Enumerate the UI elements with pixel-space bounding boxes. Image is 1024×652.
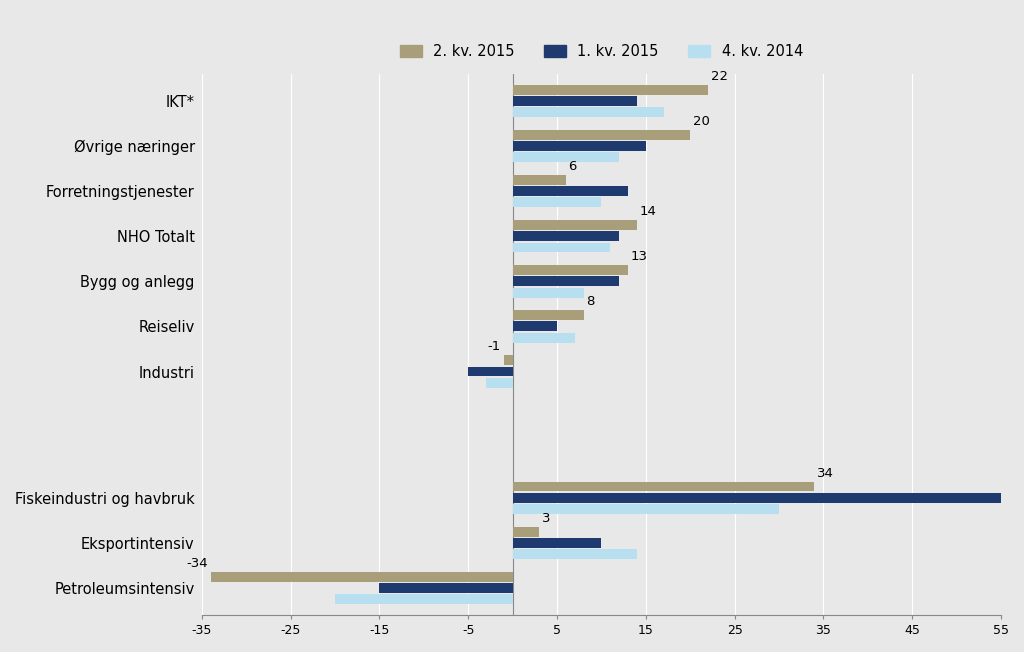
Bar (513, 220, 637, 230)
Bar (468, 366, 513, 376)
Bar (513, 265, 628, 275)
Bar (513, 493, 1001, 503)
Text: 8: 8 (587, 295, 595, 308)
Bar (513, 333, 574, 343)
Bar (513, 527, 540, 537)
Bar (513, 85, 708, 95)
Bar (379, 583, 513, 593)
Bar (513, 538, 601, 548)
Bar (513, 198, 601, 207)
Bar (211, 572, 513, 582)
Text: 34: 34 (817, 467, 834, 480)
Bar (513, 108, 664, 117)
Bar (486, 378, 513, 388)
Bar (513, 321, 557, 331)
Text: 3: 3 (542, 512, 550, 525)
Bar (504, 355, 513, 365)
Bar (513, 130, 690, 140)
Text: -1: -1 (487, 340, 501, 353)
Bar (513, 186, 628, 196)
Bar (513, 549, 637, 559)
Bar (513, 310, 584, 320)
Bar (335, 594, 513, 604)
Bar (513, 141, 646, 151)
Bar (513, 504, 779, 514)
Legend: 2. kv. 2015, 1. kv. 2015, 4. kv. 2014: 2. kv. 2015, 1. kv. 2015, 4. kv. 2014 (394, 38, 809, 65)
Bar (513, 243, 610, 252)
Text: 20: 20 (693, 115, 710, 128)
Text: 13: 13 (631, 250, 647, 263)
Text: 14: 14 (640, 205, 656, 218)
Bar (513, 96, 637, 106)
Bar (513, 482, 814, 492)
Text: -34: -34 (186, 557, 208, 570)
Text: 22: 22 (711, 70, 728, 83)
Bar (513, 276, 620, 286)
Bar (513, 175, 566, 185)
Bar (513, 288, 584, 297)
Bar (513, 153, 620, 162)
Text: 6: 6 (568, 160, 577, 173)
Bar (513, 231, 620, 241)
